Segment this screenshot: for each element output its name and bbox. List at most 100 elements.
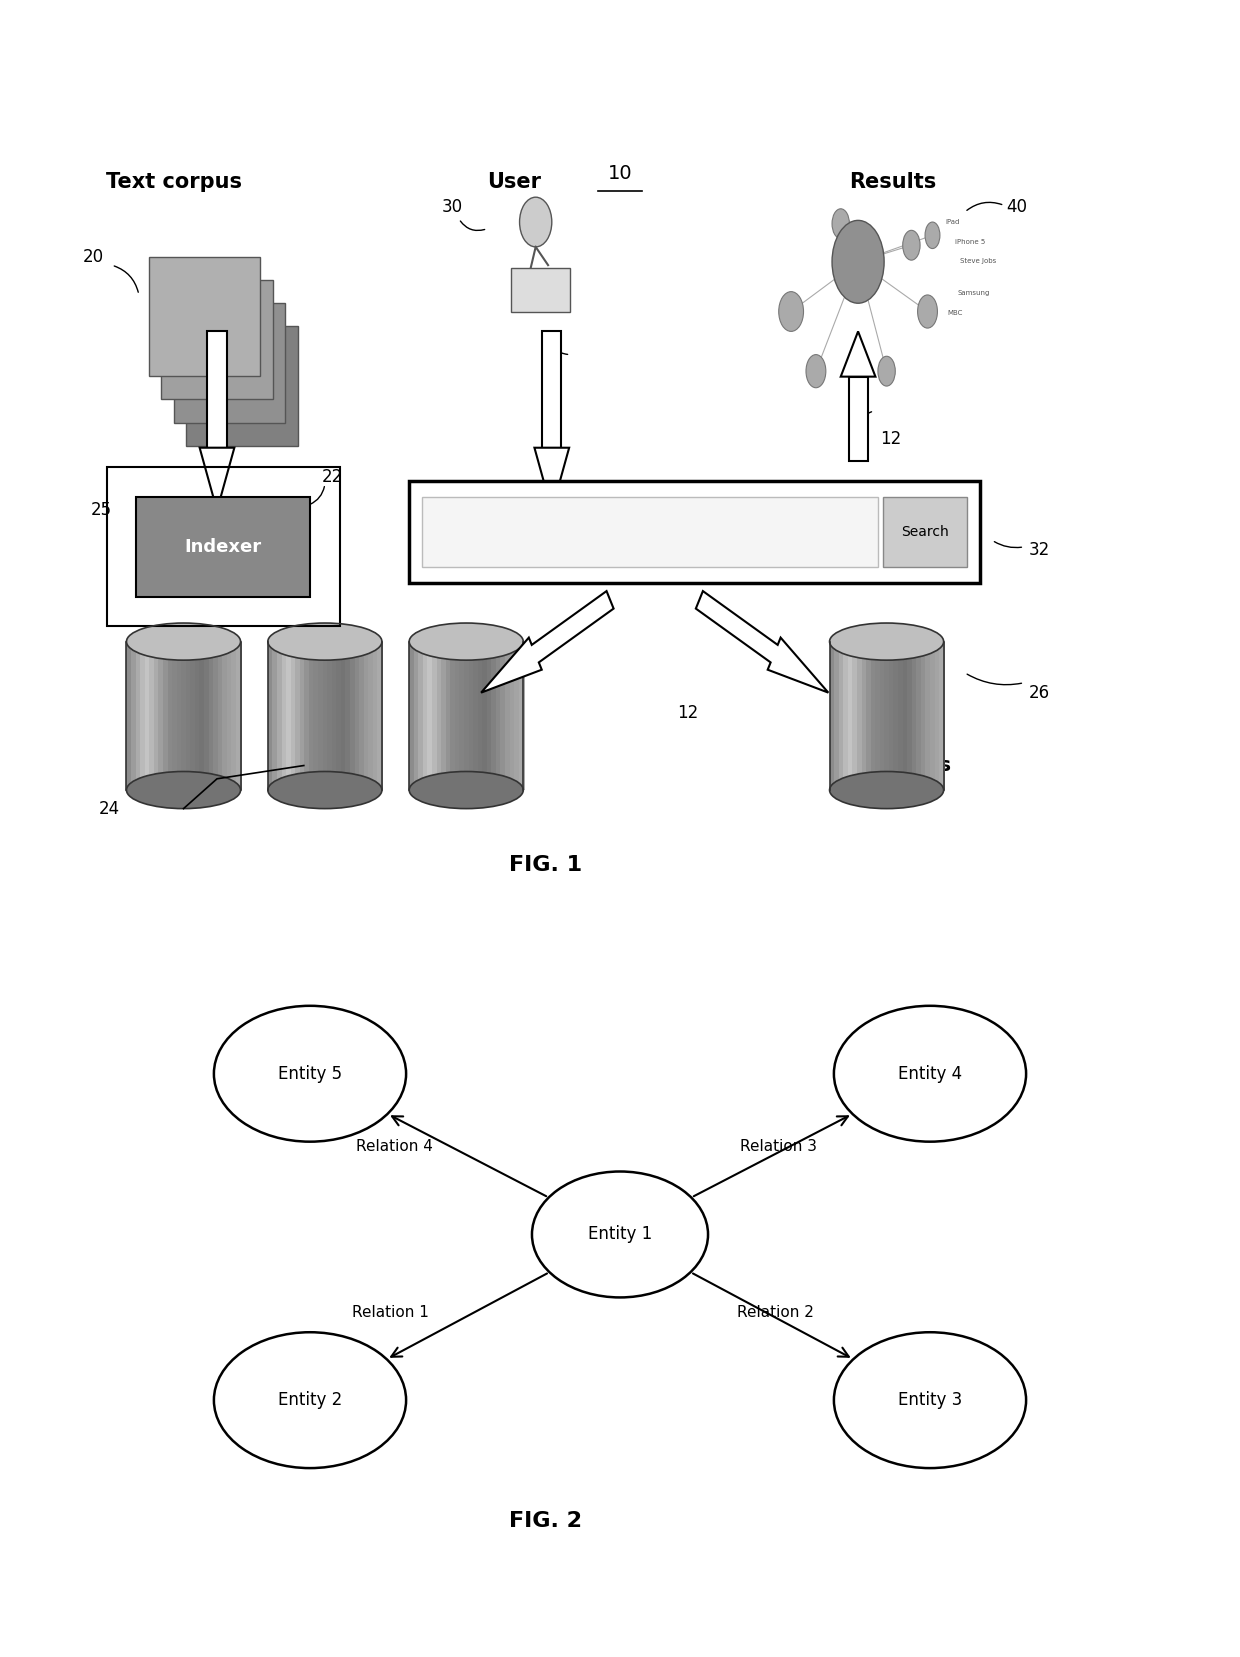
Text: iPhone 5: iPhone 5	[955, 239, 985, 245]
Text: Steve Jobs: Steve Jobs	[960, 258, 996, 265]
Text: Relation 1: Relation 1	[352, 1304, 429, 1321]
Text: Samsung: Samsung	[957, 290, 990, 297]
FancyBboxPatch shape	[309, 641, 315, 790]
FancyBboxPatch shape	[487, 641, 492, 790]
FancyBboxPatch shape	[363, 641, 370, 790]
Text: Entity 1: Entity 1	[588, 1226, 652, 1243]
FancyBboxPatch shape	[930, 641, 936, 790]
FancyBboxPatch shape	[830, 641, 836, 790]
FancyBboxPatch shape	[149, 641, 155, 790]
FancyBboxPatch shape	[898, 641, 904, 790]
Text: Indexes: Indexes	[298, 756, 384, 775]
FancyBboxPatch shape	[135, 641, 141, 790]
Polygon shape	[696, 592, 828, 693]
FancyBboxPatch shape	[195, 641, 201, 790]
FancyBboxPatch shape	[295, 641, 301, 790]
FancyBboxPatch shape	[414, 641, 419, 790]
FancyBboxPatch shape	[428, 641, 433, 790]
FancyBboxPatch shape	[281, 641, 288, 790]
FancyBboxPatch shape	[174, 303, 285, 423]
FancyBboxPatch shape	[835, 641, 839, 790]
FancyBboxPatch shape	[136, 497, 310, 597]
FancyBboxPatch shape	[505, 641, 511, 790]
FancyBboxPatch shape	[464, 641, 470, 790]
FancyBboxPatch shape	[300, 641, 305, 790]
FancyBboxPatch shape	[911, 641, 918, 790]
Text: Ad indexes: Ad indexes	[830, 756, 951, 775]
FancyBboxPatch shape	[916, 641, 923, 790]
FancyBboxPatch shape	[290, 641, 296, 790]
FancyBboxPatch shape	[186, 641, 192, 790]
Text: Entity 3: Entity 3	[898, 1392, 962, 1408]
Text: 12: 12	[181, 360, 203, 376]
FancyBboxPatch shape	[935, 641, 940, 790]
FancyBboxPatch shape	[884, 641, 890, 790]
Text: FIG. 2: FIG. 2	[510, 1511, 582, 1531]
FancyBboxPatch shape	[355, 641, 361, 790]
Ellipse shape	[830, 623, 944, 659]
FancyBboxPatch shape	[894, 641, 899, 790]
FancyBboxPatch shape	[131, 641, 136, 790]
FancyBboxPatch shape	[838, 641, 844, 790]
Polygon shape	[200, 447, 234, 510]
FancyBboxPatch shape	[346, 641, 351, 790]
Ellipse shape	[925, 222, 940, 249]
FancyBboxPatch shape	[848, 641, 853, 790]
Ellipse shape	[832, 220, 884, 303]
Text: 30: 30	[441, 199, 464, 215]
Text: 12: 12	[879, 431, 901, 447]
FancyBboxPatch shape	[469, 641, 475, 790]
Text: Results: Results	[849, 172, 936, 192]
FancyBboxPatch shape	[341, 641, 347, 790]
FancyBboxPatch shape	[268, 641, 274, 790]
Ellipse shape	[903, 230, 920, 260]
Polygon shape	[534, 447, 569, 510]
FancyBboxPatch shape	[161, 280, 273, 399]
Text: MBC: MBC	[947, 310, 962, 316]
Ellipse shape	[779, 292, 804, 331]
FancyBboxPatch shape	[862, 641, 867, 790]
Ellipse shape	[878, 356, 895, 386]
FancyBboxPatch shape	[218, 641, 223, 790]
Text: 22: 22	[321, 469, 343, 486]
FancyBboxPatch shape	[322, 641, 329, 790]
FancyBboxPatch shape	[167, 641, 174, 790]
FancyBboxPatch shape	[542, 331, 562, 447]
FancyBboxPatch shape	[409, 481, 980, 583]
FancyBboxPatch shape	[273, 641, 278, 790]
FancyBboxPatch shape	[332, 641, 337, 790]
Text: 20: 20	[82, 249, 104, 265]
FancyBboxPatch shape	[373, 641, 378, 790]
FancyBboxPatch shape	[883, 497, 967, 567]
Ellipse shape	[126, 772, 241, 809]
Ellipse shape	[832, 209, 849, 239]
Text: Relation 4: Relation 4	[356, 1138, 433, 1155]
Ellipse shape	[918, 295, 937, 328]
FancyBboxPatch shape	[368, 641, 374, 790]
FancyBboxPatch shape	[232, 641, 237, 790]
FancyBboxPatch shape	[418, 641, 424, 790]
FancyBboxPatch shape	[205, 641, 210, 790]
FancyBboxPatch shape	[843, 641, 849, 790]
FancyBboxPatch shape	[921, 641, 926, 790]
Ellipse shape	[126, 623, 241, 659]
FancyBboxPatch shape	[126, 641, 133, 790]
FancyBboxPatch shape	[908, 641, 913, 790]
FancyBboxPatch shape	[360, 641, 365, 790]
FancyBboxPatch shape	[455, 641, 460, 790]
FancyBboxPatch shape	[889, 641, 895, 790]
Text: 24: 24	[98, 800, 120, 817]
FancyBboxPatch shape	[172, 641, 177, 790]
FancyBboxPatch shape	[327, 641, 334, 790]
Text: Entity 4: Entity 4	[898, 1065, 962, 1082]
FancyBboxPatch shape	[181, 641, 187, 790]
FancyBboxPatch shape	[149, 257, 260, 376]
FancyBboxPatch shape	[162, 641, 169, 790]
Text: Entity 2: Entity 2	[278, 1392, 342, 1408]
FancyBboxPatch shape	[159, 641, 164, 790]
Text: 12: 12	[677, 704, 699, 721]
FancyBboxPatch shape	[491, 641, 497, 790]
FancyBboxPatch shape	[436, 641, 443, 790]
Polygon shape	[481, 592, 614, 693]
FancyBboxPatch shape	[227, 641, 233, 790]
